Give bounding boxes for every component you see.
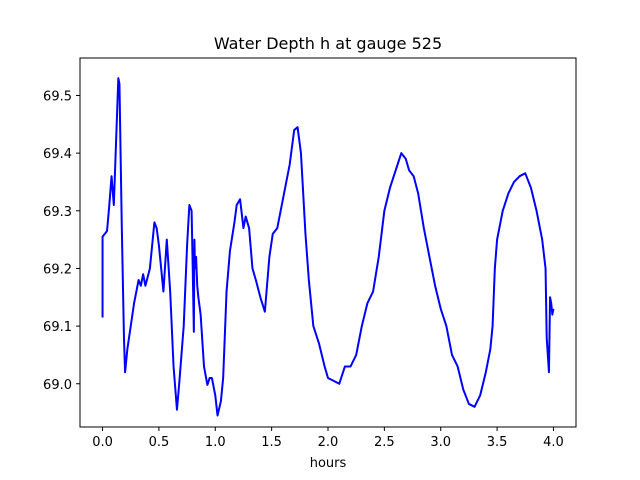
y-tick-label: 69.5: [43, 89, 72, 104]
x-tick-label: 1.0: [205, 435, 226, 450]
y-axis: 69.0 69.1 69.2 69.3 69.4 69.5: [43, 89, 80, 393]
plot-frame: [79, 57, 577, 428]
x-tick-label: 0.0: [92, 435, 113, 450]
x-axis-label: hours: [310, 456, 347, 471]
x-axis: 0.0 0.5 1.0 1.5 2.0 2.5 3.0 3.5 4.0: [92, 427, 564, 450]
y-tick-label: 69.1: [43, 320, 72, 335]
x-tick-label: 2.0: [318, 435, 339, 450]
y-tick-label: 69.0: [43, 378, 72, 393]
plot-area: [101, 77, 555, 417]
y-tick-label: 69.2: [43, 262, 72, 277]
y-tick-label: 69.3: [43, 205, 72, 220]
y-tick-label: 69.4: [43, 147, 72, 162]
x-tick-label: 0.5: [149, 435, 170, 450]
x-tick-label: 3.5: [487, 435, 508, 450]
x-tick-label: 4.0: [543, 435, 564, 450]
series-line-0: [101, 77, 555, 417]
x-tick-label: 3.0: [430, 435, 451, 450]
chart-title: Water Depth h at gauge 525: [214, 34, 442, 53]
x-tick-label: 1.5: [261, 435, 282, 450]
x-tick-label: 2.5: [374, 435, 395, 450]
